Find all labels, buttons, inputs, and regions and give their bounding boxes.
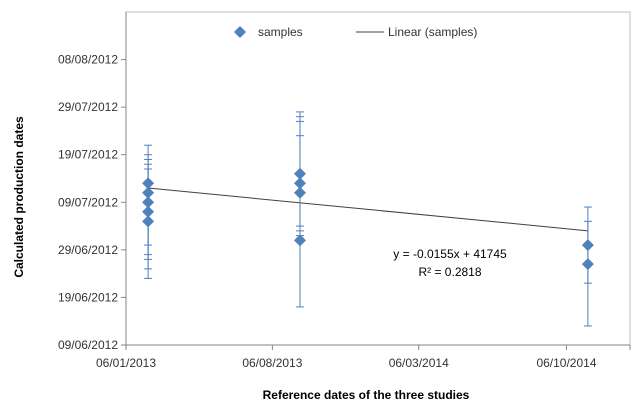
y-tick-label: 19/07/2012 <box>58 148 118 162</box>
r-squared-label: R² = 0.2818 <box>418 265 481 279</box>
x-tick-label: 06/10/2014 <box>536 356 596 370</box>
y-axis-title: Calculated production dates <box>12 116 26 278</box>
data-point-diamond <box>581 239 594 252</box>
trendline-layer <box>148 187 588 232</box>
data-point-diamond <box>142 186 155 199</box>
y-tick-label: 08/08/2012 <box>58 53 118 67</box>
y-tick-label: 29/06/2012 <box>58 243 118 257</box>
plot-area <box>125 11 631 346</box>
trendline-equation: y = -0.0155x + 41745 <box>393 247 507 261</box>
y-axis-ticks: 09/06/2012 19/06/2012 29/06/2012 09/07/2012… <box>58 53 126 352</box>
y-tick-label: 09/06/2012 <box>58 338 118 352</box>
legend-label-linear: Linear (samples) <box>388 25 477 39</box>
data-point-diamond <box>142 196 155 209</box>
x-axis-ticks: 06/01/2013 06/08/2013 06/03/2014 06/10/2014 <box>96 345 631 370</box>
data-point-diamond <box>293 186 306 199</box>
data-point-diamond <box>293 177 306 190</box>
data-point-diamond <box>293 234 306 247</box>
y-tick-label: 19/06/2012 <box>58 290 118 304</box>
legend-label-samples: samples <box>258 25 303 39</box>
x-axis-title: Reference dates of the three studies <box>263 388 470 402</box>
linear-trendline <box>148 187 588 232</box>
data-point-diamond <box>581 258 594 271</box>
data-point-diamond <box>142 177 155 190</box>
legend: samples Linear (samples) <box>234 25 477 39</box>
data-point-diamond <box>293 167 306 180</box>
data-point-diamond <box>142 215 155 228</box>
y-tick-label: 09/07/2012 <box>58 195 118 209</box>
x-tick-label: 06/03/2014 <box>389 356 449 370</box>
data-point-diamond <box>142 205 155 218</box>
legend-diamond-marker <box>234 26 246 38</box>
data-points-layer <box>142 111 594 327</box>
x-tick-label: 06/01/2013 <box>96 356 156 370</box>
trendline-annotation: y = -0.0155x + 41745 R² = 0.2818 <box>393 247 507 279</box>
plot-border <box>125 11 631 346</box>
y-tick-label: 29/07/2012 <box>58 100 118 114</box>
x-tick-label: 06/08/2013 <box>242 356 302 370</box>
